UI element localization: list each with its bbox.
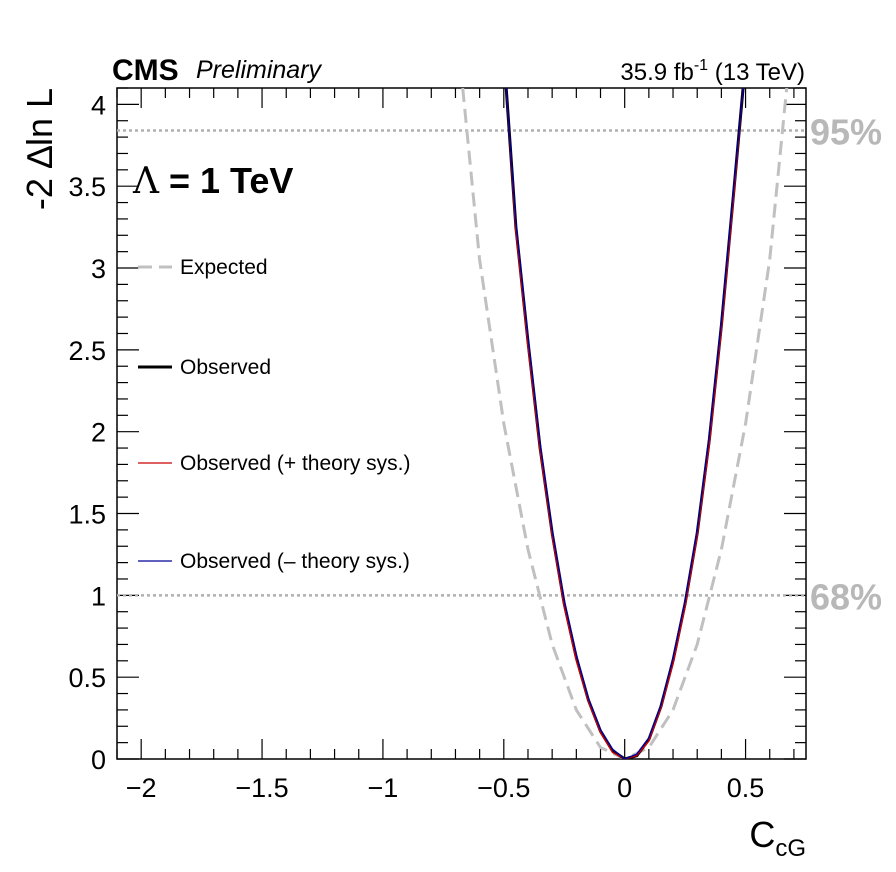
legend-label-obs-plus: Observed (+ theory sys.): [180, 452, 411, 475]
legend-label-observed: Observed: [180, 356, 271, 379]
legend-label-expected: Expected: [180, 256, 268, 279]
luminosity-label: 35.9 fb-1 (13 TeV): [620, 57, 805, 86]
series-line-obs-minus: [505, 88, 744, 759]
y-tick-label: 0: [91, 745, 106, 775]
preliminary-label: Preliminary: [196, 56, 323, 84]
axis-ticks: −2 −1.5 −1 −0.5 0 0.5 0 0.5 1 1.5 2 2.5 3 3.5 4: [68, 87, 806, 803]
luminosity-value: 35.9 fb: [620, 59, 693, 86]
x-tick-label: −1: [368, 773, 399, 803]
y-tick-label: 1.5: [68, 500, 106, 530]
series-layer: [461, 88, 789, 759]
series-line-expected: [461, 88, 789, 759]
cl-label: 68%: [810, 576, 882, 617]
x-tick-label: 0.5: [727, 773, 765, 803]
x-tick-label: −0.5: [477, 773, 530, 803]
x-tick-label: −1.5: [235, 773, 288, 803]
x-axis-title: CcG: [749, 814, 806, 862]
x-tick-label: −2: [126, 773, 157, 803]
y-tick-label: 3.5: [68, 172, 106, 202]
y-tick-label: 1: [91, 581, 106, 611]
confidence-level-lines: 68% 95%: [117, 112, 882, 617]
lambda-symbol: Λ: [132, 161, 160, 202]
plot-frame: [116, 87, 807, 760]
cl-label: 95%: [810, 112, 882, 153]
y-tick-label: 0.5: [68, 663, 106, 693]
energy-label: (13 TeV): [708, 59, 805, 86]
y-tick-label: 2: [91, 418, 106, 448]
luminosity-exponent: -1: [694, 57, 708, 74]
x-axis-title-main: C: [749, 814, 775, 855]
y-tick-label: 2.5: [68, 336, 106, 366]
y-tick-label: 3: [91, 254, 106, 284]
x-axis-title-sub: cG: [775, 835, 806, 862]
y-tick-label: 4: [91, 90, 106, 120]
y-axis-title: -2 ∆ln L: [19, 88, 60, 210]
x-tick-label: 0: [617, 773, 632, 803]
cms-label: CMS: [112, 54, 179, 87]
legend: Expected Observed Observed (+ theory sys…: [138, 256, 411, 573]
series-line-obs-plus: [505, 88, 744, 759]
legend-label-obs-minus: Observed (– theory sys.): [180, 550, 410, 573]
series-line-observed: [504, 88, 745, 759]
lambda-annotation: Λ = 1 TeV: [132, 160, 293, 202]
lambda-value: = 1 TeV: [159, 160, 293, 201]
